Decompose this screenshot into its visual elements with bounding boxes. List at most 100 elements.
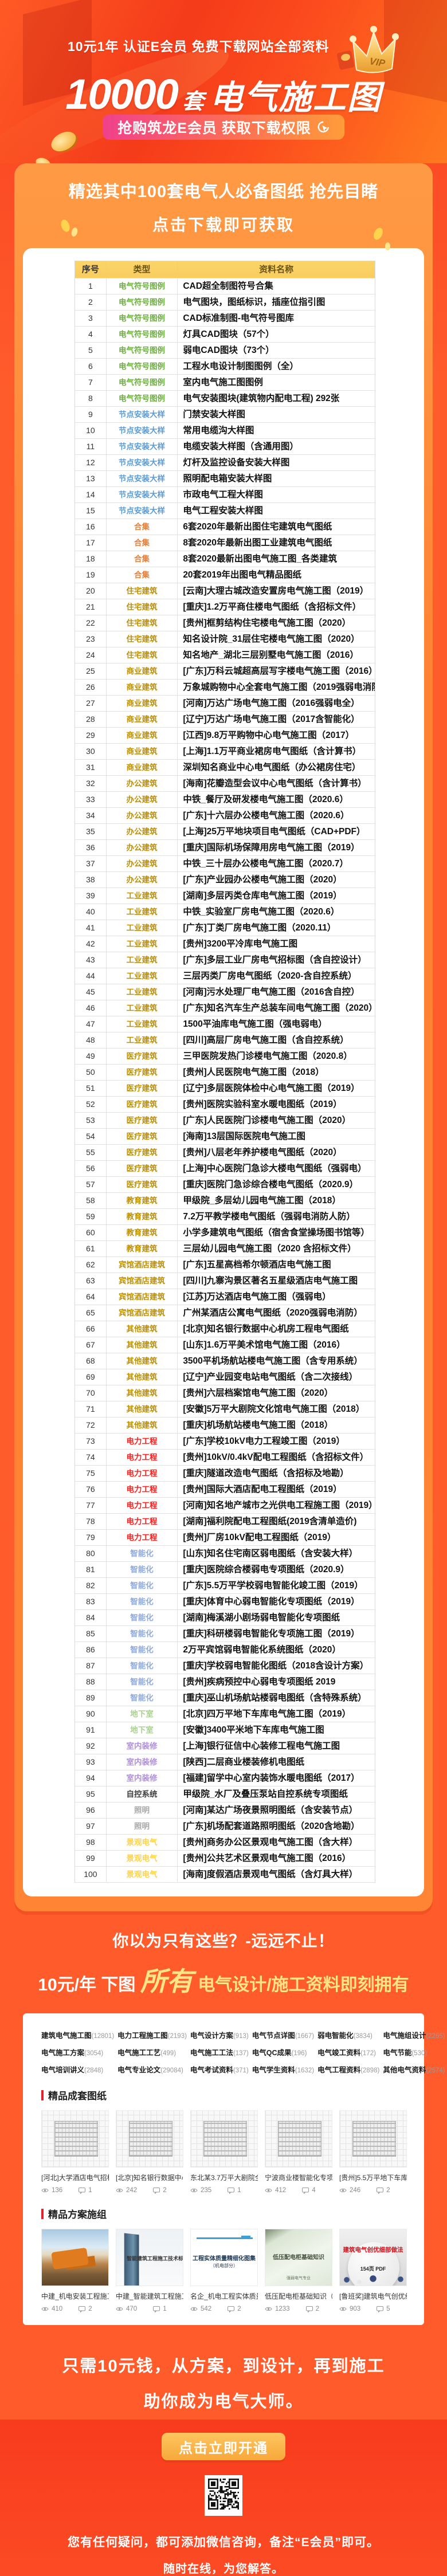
row-name-link[interactable]: [山东]1.6万平美术馆电气施工图（2016） <box>183 1340 346 1350</box>
resource-card[interactable]: 宁波商业楼智能化专项施工图[... 412 4 <box>265 2110 332 2194</box>
table-row[interactable]: 25 商业建筑 [广东]万科云城超高层写字楼电气施工图（2016） <box>75 663 375 680</box>
table-row[interactable]: 32 办公建筑 [海南]花瓣造型会议中心电气图纸（含计算书） <box>75 776 375 792</box>
resource-link[interactable]: 弱电智能化(3834) <box>317 2029 379 2041</box>
row-name-link[interactable]: [江西]9.8万平购物中心电气施工图（2017） <box>183 731 355 740</box>
row-name-link[interactable]: 中铁_实验室厂房电气施工图（2020.6） <box>183 907 340 917</box>
row-name-link[interactable]: [重庆]体育中心弱电智能化专项图纸（2019） <box>183 1597 360 1607</box>
row-name-link[interactable]: [广东]机场配套道路照明图纸（2020含地勘） <box>183 1821 360 1831</box>
row-name-link[interactable]: [上海]25万平地块项目电气图纸（CAD+PDF） <box>183 827 366 837</box>
row-name-link[interactable]: 甲级院_多层幼儿园电气施工图（2018） <box>183 1196 341 1205</box>
row-name-link[interactable]: [辽宁]多层医院体检中心电气施工图（2019） <box>183 1083 360 1093</box>
table-row[interactable]: 12 节点安装大样 灯杆及监控设备安装大样图 <box>75 455 375 471</box>
table-row[interactable]: 27 商业建筑 [河南]万达广场电气施工图（2016强弱电全） <box>75 696 375 712</box>
row-name-link[interactable]: [河南]某达广场夜景照明图纸（含安装节点） <box>183 1805 358 1815</box>
table-row[interactable]: 7 电气符号图例 室内电气施工图图例 <box>75 375 375 391</box>
table-row[interactable]: 65 宾馆酒店建筑 广州某酒店公寓电气图纸（2020强弱电消防） <box>75 1305 375 1321</box>
table-row[interactable]: 77 电力工程 [河南]知名地产城市之光供电工程施工图（2019） <box>75 1498 375 1514</box>
row-name-link[interactable]: 万象城购物中心全套电气施工图（2019强弱电消防） <box>183 682 375 692</box>
table-row[interactable]: 81 智能化 [重庆]医院综合楼弱电专项图纸（2020.9） <box>75 1562 375 1578</box>
buy-membership-button[interactable]: 抢购筑龙E会员 获取下载权限 <box>103 115 344 140</box>
table-row[interactable]: 41 工业建筑 [广东]丁类厂房电气施工图（2020.11） <box>75 920 375 936</box>
row-name-link[interactable]: [广东]知名汽车生产总装车间电气施工图（2020） <box>183 1003 375 1013</box>
table-row[interactable]: 19 合集 20套2019年出图电气精品图纸 <box>75 567 375 583</box>
row-name-link[interactable]: 7.2万平教学楼电气图纸（强弱电消防人防） <box>183 1212 355 1222</box>
row-name-link[interactable]: [贵州]六层档案馆电气施工图（2020） <box>183 1388 334 1398</box>
table-row[interactable]: 94 室内装修 [福建]留学中心室内装饰水暖电图纸（2017） <box>75 1770 375 1786</box>
row-name-link[interactable]: 电气图块，图纸标识，插座位指引图 <box>183 297 326 307</box>
resource-link[interactable]: 电气施工工艺(499) <box>117 2047 187 2058</box>
row-name-link[interactable]: [湖南]福利院配电工程图纸(2019含清单造价) <box>183 1517 357 1526</box>
row-name-link[interactable]: [辽宁]产业园变电站电气图纸（含二次接线） <box>183 1372 358 1382</box>
row-name-link[interactable]: CAD标准制图-电气符号图库 <box>183 313 295 323</box>
row-name-link[interactable]: [广东]多层工业厂房电气招标图（含自控设计） <box>183 955 367 965</box>
table-row[interactable]: 24 住宅建筑 知名地产_湖北三层别墅电气施工图（2016） <box>75 647 375 663</box>
resource-card[interactable]: 建筑电气创优细部做法 154页 PDF [鲁班奖]建筑电气创优细部做法 903 … <box>339 2229 407 2312</box>
table-row[interactable]: 17 合集 8套2020年最新出图工业建筑电气图纸 <box>75 535 375 551</box>
row-name-link[interactable]: [安徽]3400平米地下车库电气施工图 <box>183 1725 324 1735</box>
table-row[interactable]: 75 电力工程 [重庆]隧道改造电气图纸（含招标及地勘） <box>75 1466 375 1482</box>
table-row[interactable]: 29 商业建筑 [江西]9.8万平购物中心电气施工图（2017） <box>75 728 375 744</box>
resource-link[interactable]: 电力工程施工图(2193) <box>117 2029 187 2041</box>
table-row[interactable]: 96 照明 [河南]某达广场夜景照明图纸（含安装节点） <box>75 1803 375 1819</box>
row-name-link[interactable]: [北京]知名银行数据中心机房工程电气图纸 <box>183 1324 349 1334</box>
resource-card[interactable]: 中建_机电安装工程施工做法典... 410 2 <box>41 2229 109 2312</box>
resource-link[interactable]: 电气QC成果(196) <box>252 2047 314 2058</box>
row-name-link[interactable]: [山东]知名住宅南区弱电图纸（含安装大样） <box>183 1549 358 1558</box>
table-row[interactable]: 50 医疗建筑 [贵州]人民医院电气施工图（2018） <box>75 1065 375 1081</box>
resource-link[interactable]: 电气节点详图(1667) <box>252 2029 314 2041</box>
resource-link[interactable]: 电气工程资料(2898) <box>317 2064 379 2075</box>
table-row[interactable]: 34 办公建筑 [广东]十六层办公楼电气施工图（2020.6） <box>75 808 375 824</box>
row-name-link[interactable]: [上海]中心医院门急诊大楼电气图纸（强弱电） <box>183 1164 367 1173</box>
row-name-link[interactable]: [北京]四万平地下车库电气施工图（2019） <box>183 1709 351 1719</box>
row-name-link[interactable]: [广东]学校10kV电力工程竣工图（2019） <box>183 1436 345 1446</box>
open-now-button[interactable]: 点击立即开通 <box>162 2433 285 2460</box>
resource-card[interactable]: [北京]知名银行数据中心机房工... 242 2 <box>116 2110 183 2194</box>
row-name-link[interactable]: 弱电CAD图块（73个） <box>183 345 275 355</box>
row-name-link[interactable]: [上海]银行征信中心装修工程电气施工图 <box>183 1741 340 1751</box>
row-name-link[interactable]: [重庆]国际机场保障用房电气施工图（2019） <box>183 843 360 853</box>
resource-link[interactable]: 电气施组设计(2265) <box>383 2029 445 2041</box>
row-name-link[interactable]: [湖南]梅溪湖小剧场弱电智能化专项图纸 <box>183 1613 340 1623</box>
row-name-link[interactable]: [贵州]公共艺术区景观电气施工图（2016） <box>183 1854 351 1863</box>
row-name-link[interactable]: [贵州]厂房10kV配电工程图纸（2019） <box>183 1533 336 1542</box>
table-row[interactable]: 4 电气符号图例 灯具CAD图块（57个） <box>75 327 375 343</box>
table-row[interactable]: 98 景观电气 [贵州]商务办公区景观电气施工图（含大样） <box>75 1835 375 1851</box>
table-row[interactable]: 71 其他建筑 [安徽]5万平大剧院文化馆电气施工图（2018） <box>75 1401 375 1417</box>
table-row[interactable]: 73 电力工程 [广东]学校10kV电力工程竣工图（2019） <box>75 1434 375 1450</box>
row-name-link[interactable]: [广东]万科云城超高层写字楼电气施工图（2016） <box>183 666 375 676</box>
row-name-link[interactable]: [上海]1.1万平商业裙房电气图纸（含计算书） <box>183 747 362 756</box>
table-row[interactable]: 2 电气符号图例 电气图块，图纸标识，插座位指引图 <box>75 294 375 311</box>
resource-card[interactable]: [贵州]5.5万平地下车库电气施工... 246 2 <box>339 2110 407 2194</box>
table-row[interactable]: 10 节点安装大样 常用电缆沟大样图 <box>75 423 375 439</box>
row-name-link[interactable]: 电气工程安装大样图 <box>183 506 263 516</box>
row-name-link[interactable]: [广东]人民医院门诊楼电气施工图（2020） <box>183 1116 351 1125</box>
row-name-link[interactable]: 三甲医院发热门诊楼电气施工图（2020.8） <box>183 1051 352 1061</box>
resource-link[interactable]: 电气施工方案(3054) <box>41 2047 114 2058</box>
row-name-link[interactable]: [海南]度假酒店景观电气图纸（含灯具大样） <box>183 1870 358 1879</box>
row-name-link[interactable]: 知名设计院_31层住宅楼电气施工图（2020） <box>183 634 360 644</box>
row-name-link[interactable]: [贵州]人民医院电气施工图（2018） <box>183 1067 324 1077</box>
table-row[interactable]: 26 商业建筑 万象城购物中心全套电气施工图（2019强弱电消防） <box>75 680 375 696</box>
resource-link[interactable]: 电气设计方案(913) <box>190 2029 249 2041</box>
row-name-link[interactable]: 甲级院_水厂及叠压泵站自控系统专项图纸 <box>183 1789 348 1799</box>
table-row[interactable]: 33 办公建筑 中铁_餐厅及研发楼电气施工图（2020.6） <box>75 792 375 808</box>
row-name-link[interactable]: [河南]万达广场电气施工图（2016强弱电全） <box>183 698 360 708</box>
row-name-link[interactable]: 广州某酒店公寓电气图纸（2020强弱电消防） <box>183 1308 363 1318</box>
row-name-link[interactable]: 电缆安装大样图（含通用图） <box>183 442 299 451</box>
table-row[interactable]: 16 合集 6套2020年最新出图住宅建筑电气图纸 <box>75 519 375 535</box>
table-row[interactable]: 1 电气符号图例 CAD超全制图符号合集 <box>75 278 375 294</box>
resource-link[interactable]: 电气竣工资料(172) <box>317 2047 379 2058</box>
row-name-link[interactable]: [贵州]10kV/0.4kV配电工程图纸（含招标文件） <box>183 1452 369 1462</box>
row-name-link[interactable]: [河南]知名地产城市之光供电工程施工图（2019） <box>183 1501 375 1510</box>
table-row[interactable]: 99 景观电气 [贵州]公共艺术区景观电气施工图（2016） <box>75 1851 375 1867</box>
resource-link[interactable]: 电气学生资料(1632) <box>252 2064 314 2075</box>
table-row[interactable]: 91 地下室 [安徽]3400平米地下车库电气施工图 <box>75 1722 375 1738</box>
table-row[interactable]: 66 其他建筑 [北京]知名银行数据中心机房工程电气图纸 <box>75 1321 375 1337</box>
resource-card[interactable]: 东北某3.7万平大剧院全套电气... 235 1 <box>190 2110 258 2194</box>
row-name-link[interactable]: 市政电气工程大样图 <box>183 490 263 500</box>
row-name-link[interactable]: [四川]高层厂房电气施工图（含自控系统） <box>183 1035 349 1045</box>
table-row[interactable]: 6 电气符号图例 工程水电设计制图图例（全） <box>75 359 375 375</box>
table-row[interactable]: 69 其他建筑 [辽宁]产业园变电站电气图纸（含二次接线） <box>75 1369 375 1385</box>
table-row[interactable]: 28 商业建筑 [辽宁]万达广场电气施工图（2017含智能化） <box>75 712 375 728</box>
row-name-link[interactable]: [重庆]医院综合楼弱电专项图纸（2020.9） <box>183 1565 350 1574</box>
